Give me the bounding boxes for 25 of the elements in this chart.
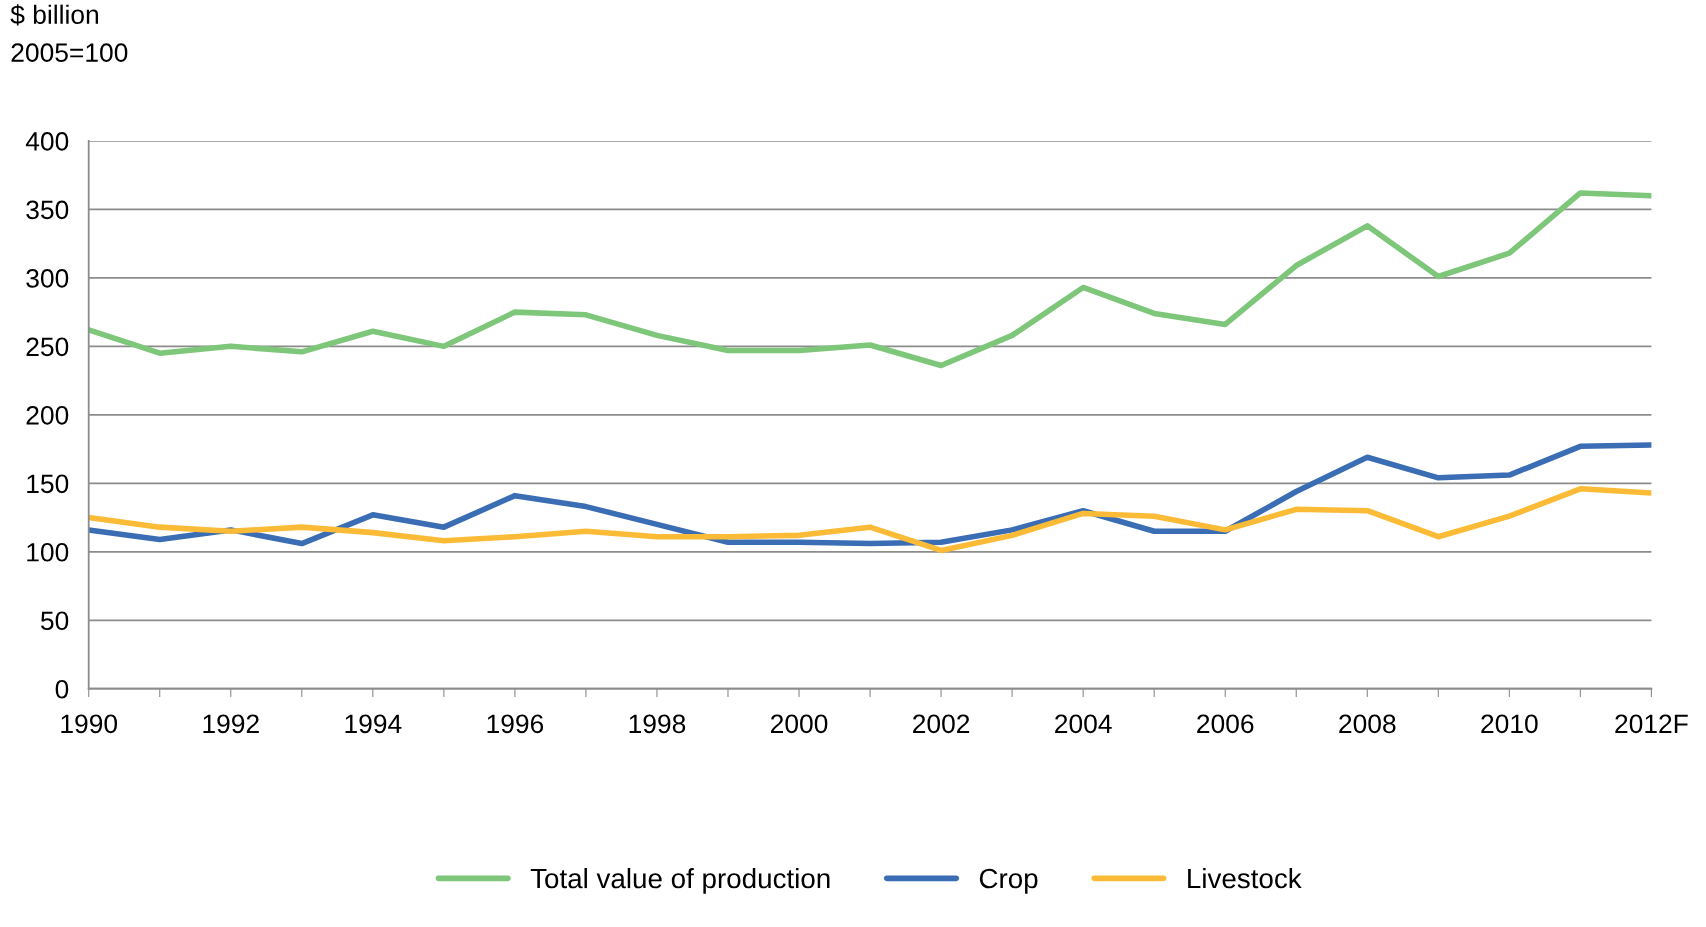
- y-tick-label: 350: [26, 200, 69, 220]
- x-tick-label: 1992: [203, 714, 259, 734]
- y-tick-label: 50: [40, 611, 69, 631]
- y-tick-label: 400: [25, 132, 69, 151]
- x-tick-label: 2000: [771, 714, 828, 734]
- x-tick-label: 2004: [1055, 714, 1112, 734]
- x-tick-label: 1998: [629, 714, 686, 734]
- x-tick-label: 2012F: [1615, 714, 1688, 734]
- y-tick-label: 100: [27, 542, 69, 562]
- x-tick-label: 1996: [487, 714, 544, 734]
- legend-label: Livestock: [1188, 867, 1302, 889]
- x-tick-label: 2002: [913, 714, 970, 734]
- x-tick-label: 2006: [1197, 714, 1254, 734]
- y-tick-label: 300: [26, 269, 69, 288]
- legend-label: Total value of production: [530, 867, 830, 894]
- y-tick-label: 250: [26, 337, 69, 357]
- y-tick-label: 150: [27, 474, 69, 494]
- y-tick-label: 200: [26, 405, 69, 425]
- y-tick-label: 0: [55, 679, 69, 699]
- legend-label: Crop: [979, 868, 1038, 894]
- x-tick-label: 1994: [345, 714, 402, 734]
- x-tick-label: 1990: [61, 714, 118, 734]
- y-axis-title: $ billion 2005=100: [10, 4, 128, 62]
- x-tick-label: 2010: [1481, 714, 1538, 734]
- x-tick-label: 2008: [1339, 714, 1396, 734]
